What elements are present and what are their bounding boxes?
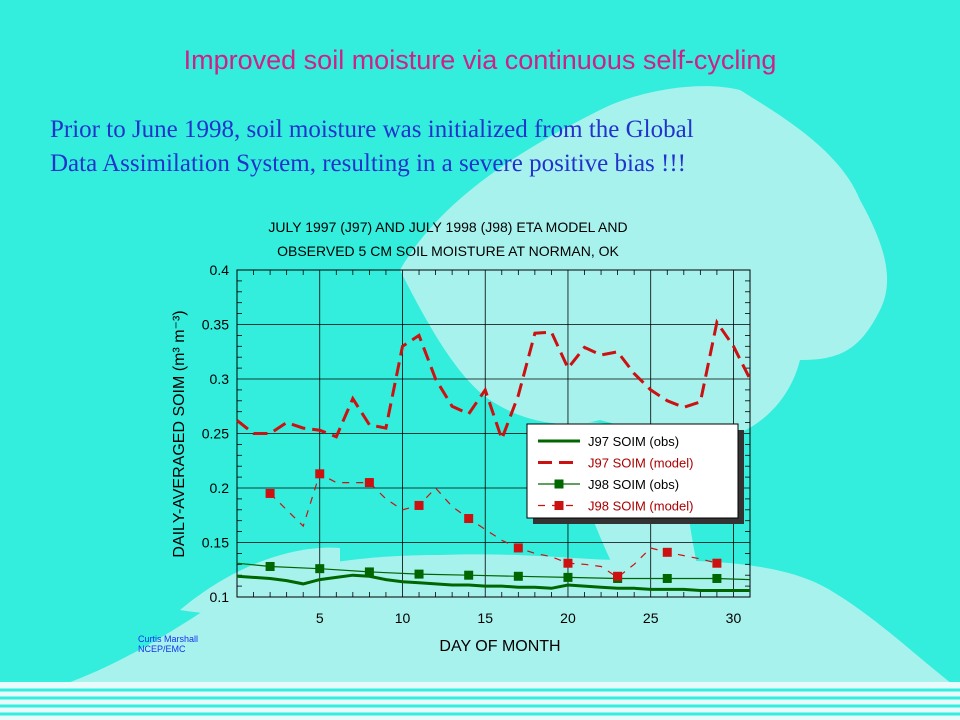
author-credit: Curtis Marshall NCEP/EMC (138, 634, 198, 654)
series-3-point (265, 488, 275, 498)
series-3-point (315, 469, 325, 479)
y-tick-label: 0.3 (210, 371, 230, 387)
series-2-point (662, 573, 672, 583)
series-2-point (513, 571, 523, 581)
series-line-1 (236, 318, 752, 444)
y-tick-label: 0.35 (202, 317, 229, 333)
series-3-point (464, 514, 474, 524)
x-axis-label: DAY OF MONTH (439, 638, 560, 655)
legend-marker-2 (554, 479, 564, 489)
y-tick-label: 0.15 (202, 535, 229, 551)
y-tick-label: 0.1 (210, 589, 230, 605)
x-tick-label: 30 (726, 610, 742, 626)
slide-text-line: Prior to June 1998, soil moisture was in… (50, 116, 694, 143)
legend-label-2: J98 SOIM (obs) (588, 477, 679, 492)
series-2-point (563, 572, 573, 582)
chart-title-line-2: OBSERVED 5 CM SOIL MOISTURE AT NORMAN, O… (277, 243, 619, 259)
series-3-point (513, 543, 523, 553)
series-2-point (414, 569, 424, 579)
series-3-point (662, 547, 672, 557)
slide-title: Improved soil moisture via continuous se… (183, 45, 777, 75)
axis-ticks: 5 10 15 20 25 30 0.1 0.15 0.2 0.25 0.3 0.35 0.4 (202, 262, 742, 626)
legend-label-3: J98 SOIM (model) (588, 499, 693, 514)
series-3-point (613, 571, 623, 581)
snow-ground-stripes (0, 688, 960, 716)
series-2-point (315, 564, 325, 574)
legend: J97 SOIM (obs) J97 SOIM (model) J98 SOIM (… (526, 423, 744, 524)
x-tick-label: 10 (395, 610, 411, 626)
slide-text: Prior to June 1998, soil moisture was in… (50, 113, 930, 181)
series-2-point (464, 570, 474, 580)
series-2-point (712, 573, 722, 583)
x-tick-label: 25 (643, 610, 659, 626)
y-tick-label: 0.25 (202, 426, 229, 442)
series-3-point (712, 558, 722, 568)
legend-label-0: J97 SOIM (obs) (588, 434, 679, 449)
y-tick-label: 0.2 (210, 480, 230, 496)
slide-text-line: Data Assimilation System, resulting in a… (50, 150, 686, 177)
x-tick-label: 20 (560, 610, 576, 626)
series-line-3 (269, 472, 718, 579)
chart-title-line-1: JULY 1997 (J97) AND JULY 1998 (J98) ETA … (268, 219, 627, 235)
series-3-point (364, 478, 374, 488)
series-2-point (364, 567, 374, 577)
series-3-point (563, 558, 573, 568)
legend-marker-3 (554, 501, 564, 510)
series-line-0 (236, 573, 750, 592)
x-tick-label: 5 (316, 610, 324, 626)
series-lines (236, 318, 752, 592)
y-axis-label: DAILY-AVERAGED SOIM (m³ m⁻³) (171, 310, 188, 557)
credit-line: Curtis Marshall (138, 634, 199, 644)
credit-line: NCEP/EMC (138, 644, 186, 654)
series-markers (265, 469, 722, 583)
legend-label-1: J97 SOIM (model) (588, 456, 693, 471)
x-tick-label: 15 (477, 610, 493, 626)
y-tick-label: 0.4 (210, 262, 230, 278)
series-2-point (265, 561, 275, 571)
series-line-2 (236, 562, 751, 581)
series-3-point (414, 500, 424, 510)
